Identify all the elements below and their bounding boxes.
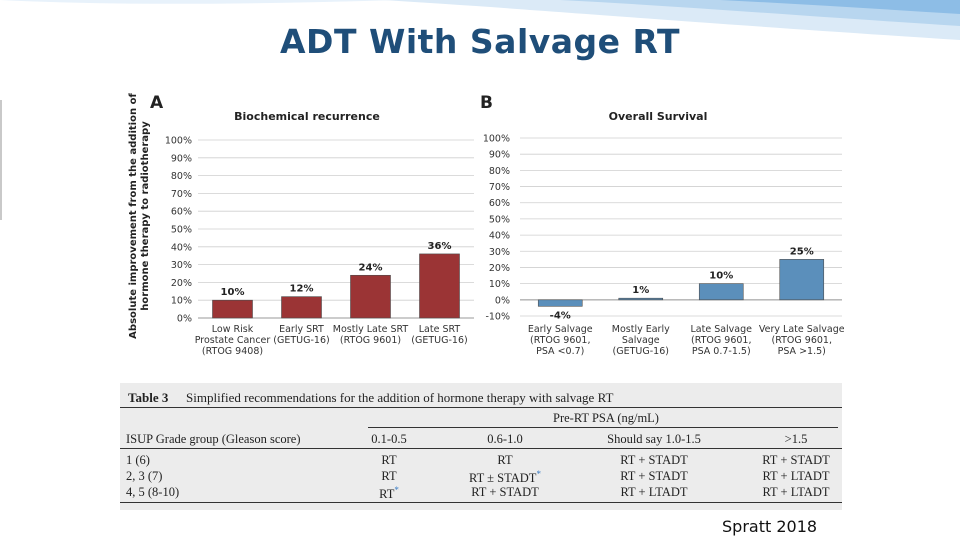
table-label: Table 3: [128, 390, 169, 405]
y-tick-label: 20%: [171, 278, 192, 289]
table-cell: RT*: [379, 485, 399, 502]
y-tick-label: 0%: [495, 295, 510, 306]
bar: [698, 283, 744, 301]
table-col-header: >1.5: [784, 432, 808, 446]
data-label: 10%: [709, 271, 733, 282]
data-label: 24%: [359, 262, 383, 273]
x-tick-label: (GETUG-16): [613, 346, 669, 356]
x-tick-label: Late SRT: [419, 324, 461, 335]
x-tick-label: PSA 0.7-1.5): [692, 346, 751, 356]
y-tick-label: 90%: [171, 153, 192, 164]
table-cell: RT: [497, 453, 513, 467]
bar: [618, 297, 664, 301]
y-tick-label: 50%: [171, 225, 192, 236]
bar: [537, 299, 583, 307]
table-col-header: Should say 1.0-1.5: [607, 432, 701, 446]
bar: [419, 253, 460, 319]
table-rule-group: [368, 427, 838, 428]
data-label: 1%: [632, 285, 649, 296]
x-tick-label: Mostly Early: [612, 324, 670, 335]
x-tick-label: Prostate Cancer: [195, 335, 271, 346]
table-cell: RT + STADT: [620, 469, 688, 483]
table-rule-top: [120, 407, 842, 408]
x-tick-label: Early SRT: [279, 324, 324, 335]
y-tick-label: 80%: [489, 166, 510, 177]
x-tick-label: Mostly Late SRT: [333, 324, 409, 335]
table-cell: RT: [381, 469, 397, 483]
table-col-header: 0.1-0.5: [371, 432, 407, 446]
data-label: 36%: [428, 241, 452, 252]
x-tick-label: (RTOG 9601,: [772, 335, 832, 346]
table-row-label: 4, 5 (8-10): [126, 485, 180, 499]
figure-panels: A Biochemical recurrence 100% 90% 80% 70% 60% 5…: [122, 86, 845, 357]
y-tick-label: 80%: [171, 171, 192, 182]
citation: Spratt 2018: [722, 517, 818, 536]
y-tick-label: 40%: [171, 242, 192, 253]
y-tick-label: 10%: [489, 279, 510, 290]
table-cell: RT + LTADT: [762, 485, 830, 499]
y-tick-label: -10%: [485, 312, 510, 323]
x-tick-label: Very Late Salvage: [759, 324, 844, 335]
table-group-header: Pre-RT PSA (ng/mL): [553, 411, 659, 425]
data-label: -4%: [550, 310, 571, 321]
table-cell: RT ± STADT*: [469, 469, 541, 486]
table-rule-header: [120, 448, 842, 449]
x-tick-label: Salvage: [622, 335, 660, 346]
x-tick-label: (RTOG 9601): [340, 335, 401, 346]
table-rule-bottom: [120, 502, 842, 503]
y-tick-label: 30%: [489, 247, 510, 258]
y-tick-label: 100%: [165, 136, 192, 147]
y-tick-label: 30%: [171, 260, 192, 271]
y-tick-label: 70%: [489, 182, 510, 193]
y-tick-label: 50%: [489, 214, 510, 225]
slide-title: ADT With Salvage RT: [280, 22, 680, 61]
y-tick-label: 40%: [489, 231, 510, 242]
y-axis-label: Absolute improvement from the addition o…: [128, 93, 139, 339]
y-tick-label: 70%: [171, 189, 192, 200]
bar: [212, 299, 253, 319]
table-cell: RT + STADT: [620, 453, 688, 467]
x-tick-label: (RTOG 9601,: [691, 335, 751, 346]
x-tick-label: PSA <0.7): [536, 346, 584, 356]
y-tick-label: 20%: [489, 263, 510, 274]
x-tick-label: (RTOG 9408): [202, 346, 263, 356]
table-cell: RT: [381, 453, 397, 467]
x-tick-label: Late Salvage: [690, 324, 752, 335]
table-title: Simplified recommendations for the addit…: [186, 390, 614, 405]
y-tick-label: 60%: [489, 198, 510, 209]
x-tick-label: (RTOG 9601,: [530, 335, 590, 346]
recommendation-table: Table 3 Simplified recommendations for t…: [120, 383, 842, 510]
data-label: 10%: [221, 287, 245, 298]
table-cell: RT + STADT: [762, 453, 830, 467]
x-tick-label: Low Risk: [212, 324, 254, 335]
x-tick-label: (GETUG-16): [273, 335, 329, 346]
data-label: 25%: [790, 246, 814, 257]
chart-title: Overall Survival: [609, 110, 708, 123]
y-axis-label: hormone therapy to radiotherapy: [140, 121, 151, 311]
y-tick-label: 0%: [177, 314, 192, 325]
x-tick-label: Early Salvage: [528, 324, 593, 335]
bar: [779, 259, 825, 301]
y-tick-label: 100%: [483, 134, 510, 145]
y-tick-label: 10%: [171, 296, 192, 307]
bar: [350, 274, 391, 319]
table-cell: RT + LTADT: [762, 469, 830, 483]
data-label: 12%: [290, 284, 314, 295]
x-tick-label: (GETUG-16): [411, 335, 467, 346]
table-row-label: 1 (6): [126, 453, 150, 467]
panel-label: B: [480, 93, 493, 113]
table-row-label: 2, 3 (7): [126, 469, 163, 483]
table-row-header: ISUP Grade group (Gleason score): [126, 432, 301, 446]
y-tick-label: 60%: [171, 207, 192, 218]
x-tick-label: PSA >1.5): [778, 346, 826, 356]
bar: [281, 296, 322, 319]
table-cell: RT + STADT: [471, 485, 539, 499]
table-cell: RT + LTADT: [620, 485, 688, 499]
y-tick-label: 90%: [489, 150, 510, 161]
table-col-header: 0.6-1.0: [487, 432, 523, 446]
chart-title: Biochemical recurrence: [234, 110, 380, 123]
bar-charts: A Biochemical recurrence 100% 90% 80% 70% 60% 5…: [128, 93, 845, 357]
panel-label: A: [150, 93, 164, 113]
